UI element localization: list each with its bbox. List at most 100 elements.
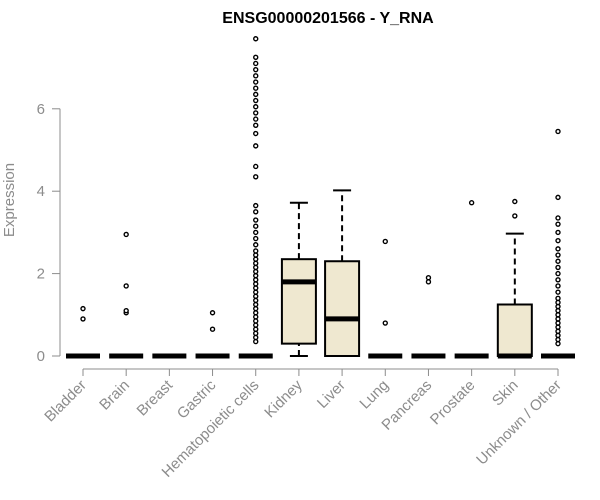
outlier-point (253, 223, 259, 229)
outlier-point (253, 174, 259, 180)
outlier-point (253, 318, 259, 324)
x-tick-label: Prostate (427, 377, 479, 429)
outlier-point (209, 310, 216, 316)
outlier-point (512, 198, 518, 205)
outlier-point (555, 328, 561, 334)
outlier-point (468, 200, 475, 206)
box-skin (496, 198, 533, 359)
x-tick-label: Brain (96, 377, 133, 414)
outlier-point (80, 305, 86, 312)
outlier-point (253, 264, 259, 271)
y-axis: 0 2 4 6 (37, 101, 61, 365)
outlier-point (555, 229, 561, 236)
outlier-point (555, 307, 561, 314)
outlier-point (253, 334, 259, 341)
outlier-point (555, 283, 561, 289)
outlier-point (253, 66, 259, 73)
y-axis-label: Expression (1, 163, 18, 237)
outlier-point (253, 326, 259, 332)
outlier-point (555, 303, 561, 310)
outlier-point (253, 130, 259, 137)
outlier-point (253, 310, 259, 316)
x-tick-label: Skin (489, 377, 522, 410)
outlier-point (512, 213, 518, 219)
chart-title: ENSG00000201566 - Y_RNA (222, 10, 434, 27)
outlier-point (253, 79, 259, 85)
outlier-point (253, 322, 259, 328)
outlier-point (253, 73, 259, 79)
x-tick-label: Liver (314, 377, 349, 412)
outlier-point (253, 116, 259, 122)
box-group (66, 36, 575, 359)
y-tick-label: 6 (37, 101, 45, 118)
outlier-point (253, 163, 259, 170)
outlier-point (253, 281, 259, 287)
outlier-point (555, 316, 561, 322)
y-tick-label: 0 (37, 348, 45, 365)
outlier-point (253, 260, 259, 266)
outlier-point (555, 264, 561, 271)
outlier-point (253, 60, 259, 67)
outlier-point (253, 256, 259, 262)
outlier-point (253, 338, 259, 345)
outlier-point (253, 277, 259, 283)
outlier-point (253, 85, 259, 91)
outlier-point (555, 312, 561, 318)
outlier-point (123, 307, 129, 314)
outlier-point (555, 252, 561, 258)
box-kidney (280, 201, 317, 357)
outlier-point (253, 289, 259, 295)
outlier-point (382, 320, 388, 326)
outlier-point (209, 326, 216, 332)
outlier-point (253, 297, 259, 304)
outlier-point (253, 54, 259, 60)
outlier-point (555, 320, 561, 326)
outlier-point (555, 246, 561, 252)
outlier-point (253, 301, 259, 308)
outlier-point (555, 221, 561, 227)
box-iqr (280, 258, 317, 345)
outlier-point (123, 283, 129, 289)
outlier-point (253, 314, 259, 320)
outlier-point (253, 252, 259, 258)
outlier-point (253, 248, 259, 254)
outlier-point (253, 104, 259, 110)
outlier-point (425, 275, 432, 281)
outlier-point (555, 277, 561, 283)
box-gastric (195, 310, 230, 359)
box-brain (109, 231, 144, 359)
outlier-point (555, 289, 561, 295)
outlier-point (253, 122, 259, 128)
outlier-point (253, 97, 259, 104)
outlier-point (123, 231, 129, 238)
outlier-point (253, 242, 259, 248)
outlier-point (253, 268, 259, 275)
outlier-point (253, 285, 259, 291)
outlier-point (253, 293, 259, 299)
x-tick-label: Breast (134, 376, 177, 419)
outlier-point (555, 194, 561, 201)
outlier-point (253, 36, 259, 42)
outlier-point (555, 332, 561, 339)
box-lung (368, 238, 403, 359)
outlier-point (382, 238, 388, 245)
box-prostate (454, 200, 489, 359)
box-liver (324, 189, 361, 357)
x-tick-label: Bladder (41, 377, 90, 426)
outlier-point (253, 91, 259, 98)
outlier-point (555, 340, 561, 347)
outlier-point (253, 110, 259, 116)
x-tick-label: Lung (356, 377, 392, 413)
outlier-point (253, 272, 259, 279)
outlier-point (253, 330, 259, 337)
box-iqr (324, 260, 361, 357)
outlier-point (253, 235, 259, 242)
outlier-point (253, 217, 259, 223)
outlier-point (555, 215, 561, 221)
outlier-point (555, 336, 561, 343)
box-bladder (66, 305, 100, 359)
outlier-point (555, 295, 561, 302)
